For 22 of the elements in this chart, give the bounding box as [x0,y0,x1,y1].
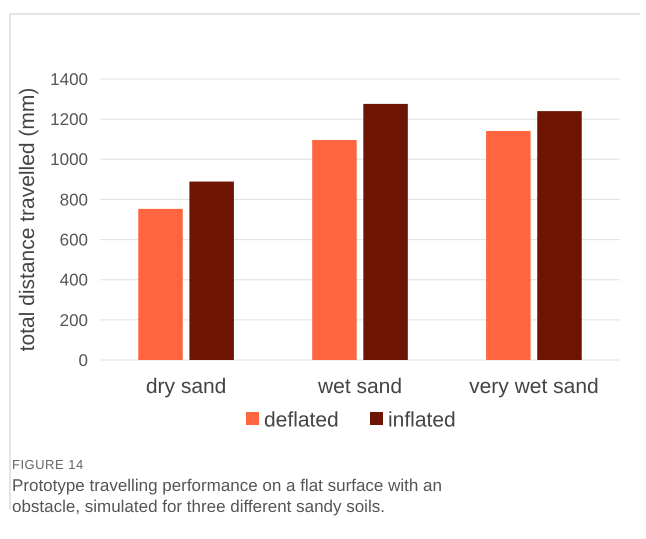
y-tick-label: 1400 [50,70,88,89]
legend-label: inflated [388,408,456,432]
bar [537,111,582,360]
legend-label: deflated [264,408,339,432]
caption: FIGURE 14 [12,457,84,472]
y-tick-label: 0 [78,350,88,370]
bar [189,182,234,360]
y-axis-title: total distance travelled (mm) [16,88,39,352]
y-tick-label: 1000 [50,150,88,170]
bar [363,104,408,360]
bar [138,208,183,360]
bar [486,130,531,360]
text: Prototype travelling performance on a flat surface with an obstacle, simulated for three different sandy soils. [12,476,442,516]
x-tick-label: wet sand [316,375,402,398]
y-tick-label: 400 [60,270,88,290]
y-tick-label: 1200 [50,110,88,130]
x-tick-label: very wet sand [469,375,599,398]
y-tick-label: 200 [60,310,88,330]
x-tick-label: dry sand [146,375,226,398]
y-tick-label: 600 [60,230,88,250]
y-tick-label: 800 [60,190,88,210]
bar [312,140,357,360]
